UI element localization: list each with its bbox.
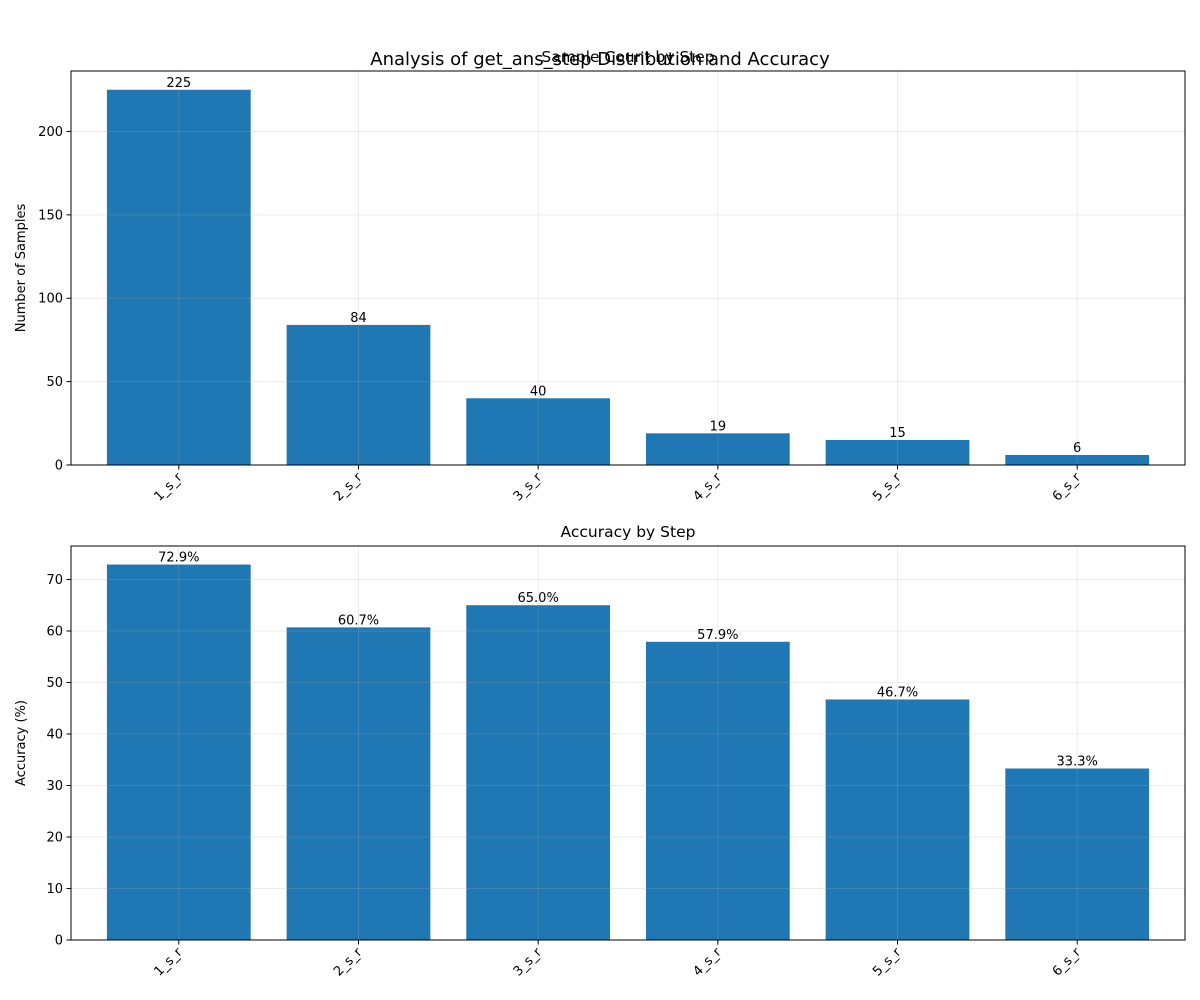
accuracy-data-label: 33.3% — [1057, 754, 1098, 769]
sample-count-bar-2 — [286, 324, 431, 465]
accuracy-bar-3 — [466, 605, 611, 940]
sample-count-data-label: 15 — [889, 426, 906, 441]
accuracy-data-label: 60.7% — [338, 613, 379, 628]
sample-count-chart: 0 50 100 150 200 1_s_r 2_s_r 3_s_r 4_s_r 5_s_r 6_s… — [14, 48, 1186, 505]
sample-count-ytick-label: 50 — [46, 375, 63, 390]
sample-count-ylabel: Number of Samples — [14, 204, 29, 333]
sample-count-xtick-label: 5_s_r — [870, 470, 905, 505]
sample-count-data-label: 40 — [530, 384, 547, 399]
accuracy-ytick-label: 50 — [46, 676, 63, 691]
sample-count-xtick-label: 1_s_r — [151, 470, 186, 505]
sample-count-xtick-label: 4_s_r — [690, 470, 725, 505]
accuracy-ytick-label: 40 — [46, 727, 63, 742]
sample-count-ytick-label: 0 — [55, 459, 63, 474]
accuracy-ytick-label: 30 — [46, 779, 63, 794]
sample-count-xtick-label: 6_s_r — [1050, 470, 1085, 505]
sample-count-ytick-label: 150 — [38, 208, 63, 223]
accuracy-chart: 0 10 20 30 40 50 60 70 1_s_r 2_s_r 3_s_r 4_s_r 5_s_r… — [14, 523, 1186, 980]
accuracy-ytick-label: 20 — [46, 830, 63, 845]
accuracy-bar-5 — [825, 699, 970, 940]
accuracy-chart-title: Accuracy by Step — [561, 523, 696, 541]
sample-count-chart-title: Sample Count by Step — [541, 48, 714, 66]
accuracy-xtick-label: 2_s_r — [331, 945, 366, 980]
sample-count-xtick-label: 3_s_r — [511, 470, 546, 505]
accuracy-xtick-label: 6_s_r — [1050, 945, 1085, 980]
sample-count-bar-6 — [1005, 454, 1150, 465]
accuracy-bar-1 — [106, 564, 251, 940]
accuracy-bar-4 — [645, 641, 790, 940]
sample-count-data-label: 225 — [166, 76, 191, 91]
accuracy-ytick-label: 60 — [46, 624, 63, 639]
accuracy-ytick-label: 10 — [46, 882, 63, 897]
sample-count-bar-4 — [645, 433, 790, 465]
sample-count-data-label: 6 — [1073, 441, 1081, 456]
figure-suptitle: Analysis of get_ans_step Distribution an… — [370, 49, 830, 70]
sample-count-axes-frame — [70, 70, 1186, 466]
accuracy-xtick-label: 4_s_r — [690, 945, 725, 980]
accuracy-data-label: 65.0% — [518, 591, 559, 606]
sample-count-data-label: 19 — [710, 419, 727, 434]
accuracy-bar-2 — [286, 627, 431, 940]
accuracy-data-label: 46.7% — [877, 685, 918, 700]
accuracy-xtick-label: 1_s_r — [151, 945, 186, 980]
sample-count-xtick-label: 2_s_r — [331, 470, 366, 505]
accuracy-ylabel: Accuracy (%) — [14, 700, 29, 786]
sample-count-data-label: 84 — [350, 311, 367, 326]
sample-count-bar-3 — [466, 398, 611, 465]
accuracy-axes-frame — [70, 545, 1186, 941]
sample-count-ytick-label: 200 — [38, 125, 63, 140]
sample-count-bar-5 — [825, 439, 970, 465]
accuracy-data-label: 57.9% — [697, 628, 738, 643]
accuracy-ytick-label: 70 — [46, 573, 63, 588]
sample-count-bar-1 — [106, 89, 251, 465]
accuracy-xtick-label: 5_s_r — [870, 945, 905, 980]
accuracy-bar-6 — [1005, 768, 1150, 940]
accuracy-ytick-label: 0 — [55, 934, 63, 949]
accuracy-data-label: 72.9% — [158, 551, 199, 566]
sample-count-ytick-label: 100 — [38, 292, 63, 307]
accuracy-xtick-label: 3_s_r — [511, 945, 546, 980]
